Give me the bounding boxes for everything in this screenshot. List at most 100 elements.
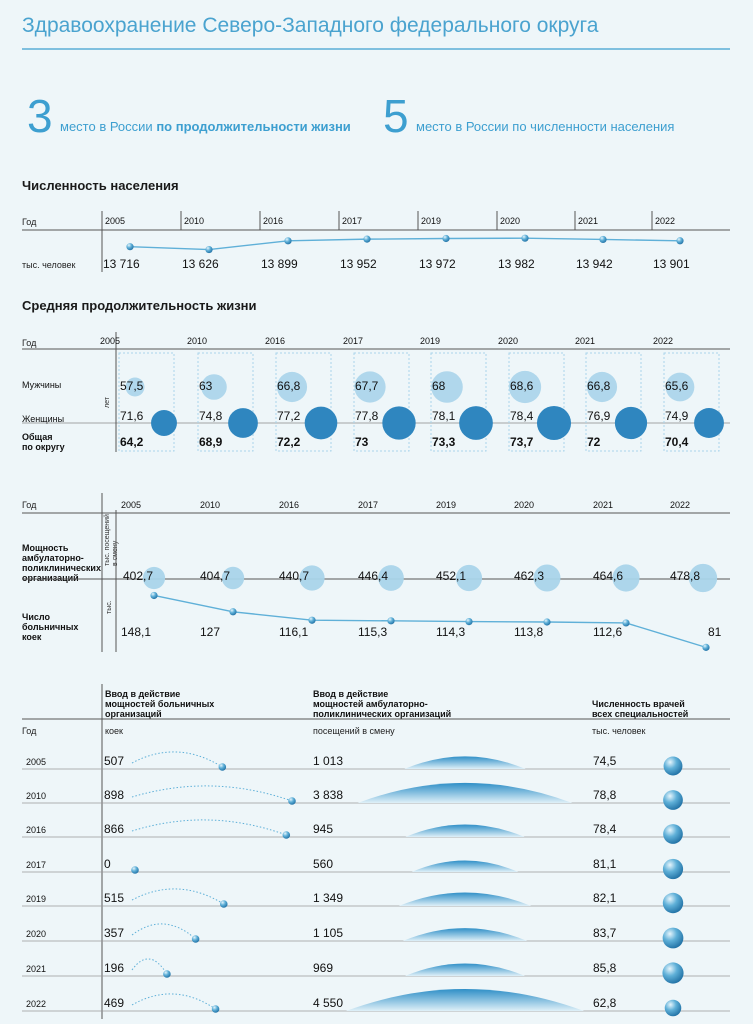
life-total-value: 73 <box>355 435 369 449</box>
population-value-label: 13 899 <box>261 257 298 271</box>
intro-doctors-value: 62,8 <box>593 996 617 1010</box>
intro-visits-value: 4 550 <box>313 996 343 1010</box>
population-point <box>363 235 371 243</box>
population-value-label: 13 901 <box>653 257 690 271</box>
life-year-label: 2020 <box>498 336 518 346</box>
capacity-year-label: 2005 <box>121 500 141 510</box>
intro-col1-header-line: мощностей больничных <box>105 699 215 709</box>
life-year-frame <box>118 352 175 452</box>
intro-col1-header: Ввод в действие мощностей больничных орг… <box>105 689 214 719</box>
intro-beds-point <box>218 763 227 771</box>
life-total-value: 72,2 <box>277 435 301 449</box>
intro-col3-header-line: всех специальностей <box>592 709 689 719</box>
population-value-label: 13 626 <box>182 257 219 271</box>
life-year-frame <box>353 352 410 452</box>
population-point <box>442 234 450 243</box>
intro-doctors-value: 78,4 <box>593 822 617 836</box>
life-total-value: 73,7 <box>510 435 534 449</box>
population-year-label: Год <box>22 217 37 227</box>
capacity-amb-circle <box>221 566 245 590</box>
capacity-amb-circle <box>612 564 640 592</box>
intro-beds-value: 196 <box>104 961 124 975</box>
capacity-amb-label-line: поликлинических <box>22 563 101 573</box>
intro-doctors-value: 85,8 <box>593 961 617 975</box>
capacity-amb-label-line: Мощность <box>22 543 69 553</box>
population-point <box>599 235 607 244</box>
capacity-year-label: 2020 <box>514 500 534 510</box>
rank-2-number: 5 <box>383 90 409 142</box>
capacity-amb-circle <box>299 565 325 591</box>
life-total-value: 68,9 <box>199 435 223 449</box>
life-men-value: 66,8 <box>277 379 301 393</box>
intro-beds-value: 866 <box>104 822 124 836</box>
intro-beds-arc <box>131 993 216 1010</box>
intro-visits-dome <box>405 824 525 837</box>
life-women-circle <box>459 406 493 440</box>
intro-col3-header-line: Численность врачей <box>592 699 685 709</box>
capacity-beds-line <box>153 594 707 649</box>
life-men-value: 66,8 <box>587 379 611 393</box>
population-year-label: 2005 <box>105 216 125 226</box>
life-women-value: 77,8 <box>355 409 379 423</box>
capacity-beds-point <box>465 618 473 626</box>
intro-col2-header-line: мощностей амбулаторно- <box>313 699 428 709</box>
intro-doctors-sphere <box>664 999 682 1017</box>
population-year-label: 2017 <box>342 216 362 226</box>
population-value-label: 13 982 <box>498 257 535 271</box>
population-year-label: 2016 <box>263 216 283 226</box>
intro-beds-arc <box>131 785 293 802</box>
intro-col2-header-line: Ввод в действие <box>313 689 389 699</box>
intro-year-label: 2017 <box>26 860 46 870</box>
population-year-label: 2019 <box>421 216 441 226</box>
life-total-value: 64,2 <box>120 435 144 449</box>
capacity-beds-value: 113,8 <box>514 625 543 639</box>
life-women-value: 71,6 <box>120 409 144 423</box>
life-women-circle <box>536 405 572 441</box>
life-year-label: 2022 <box>653 336 673 346</box>
life-women-value: 74,8 <box>199 409 223 423</box>
capacity-beds-point <box>622 619 630 627</box>
capacity-beds-value: 114,3 <box>436 625 465 639</box>
intro-col2-header: Ввод в действие мощностей амбулаторно- п… <box>313 689 451 719</box>
capacity-year-label: Год <box>22 500 37 510</box>
capacity-beds-label-line: коек <box>22 632 42 642</box>
life-men-value: 67,7 <box>355 379 379 393</box>
life-year-frame <box>663 352 720 452</box>
intro-visits-dome <box>404 756 526 769</box>
intro-doctors-sphere <box>662 892 684 914</box>
intro-visits-dome <box>405 963 525 976</box>
intro-beds-point <box>211 1005 220 1013</box>
life-men-value: 63 <box>199 379 213 393</box>
rank-1-prefix: место в России <box>60 119 157 134</box>
population-point <box>284 237 292 245</box>
intro-visits-value: 3 838 <box>313 788 343 802</box>
intro-year-label: 2020 <box>26 929 46 939</box>
intro-year-label: 2019 <box>26 894 46 904</box>
capacity-beds-point <box>150 591 158 600</box>
life-year-label: 2010 <box>187 336 207 346</box>
capacity-beds-point <box>702 643 710 651</box>
intro-beds-arc <box>131 819 287 836</box>
population-year-label: 2022 <box>655 216 675 226</box>
capacity-beds-label: Число больничных коек <box>22 612 78 642</box>
life-year-label: Год <box>22 338 37 348</box>
intro-visits-value: 969 <box>313 961 333 975</box>
life-title: Средняя продолжительность жизни <box>22 298 257 313</box>
intro-beds-arc <box>131 958 168 975</box>
capacity-beds-value: 116,1 <box>279 625 308 639</box>
intro-year-label: Год <box>22 726 37 736</box>
capacity-amb-value: 462,3 <box>514 569 544 583</box>
intro-beds-point <box>219 900 228 908</box>
life-women-value: 76,9 <box>587 409 611 423</box>
intro-col3-unit: тыс. человек <box>592 726 646 736</box>
life-year-frame <box>430 352 487 452</box>
life-men-circle <box>201 374 227 400</box>
intro-beds-arc <box>131 923 196 940</box>
intro-year-label: 2021 <box>26 964 46 974</box>
capacity-beds-value: 115,3 <box>358 625 387 639</box>
rank-1-text: место в России по продолжительности жизн… <box>60 119 351 134</box>
life-total-value: 72 <box>587 435 601 449</box>
intro-col1-unit: коек <box>105 726 123 736</box>
intro-visits-dome <box>411 860 519 872</box>
life-year-label: 2017 <box>343 336 363 346</box>
